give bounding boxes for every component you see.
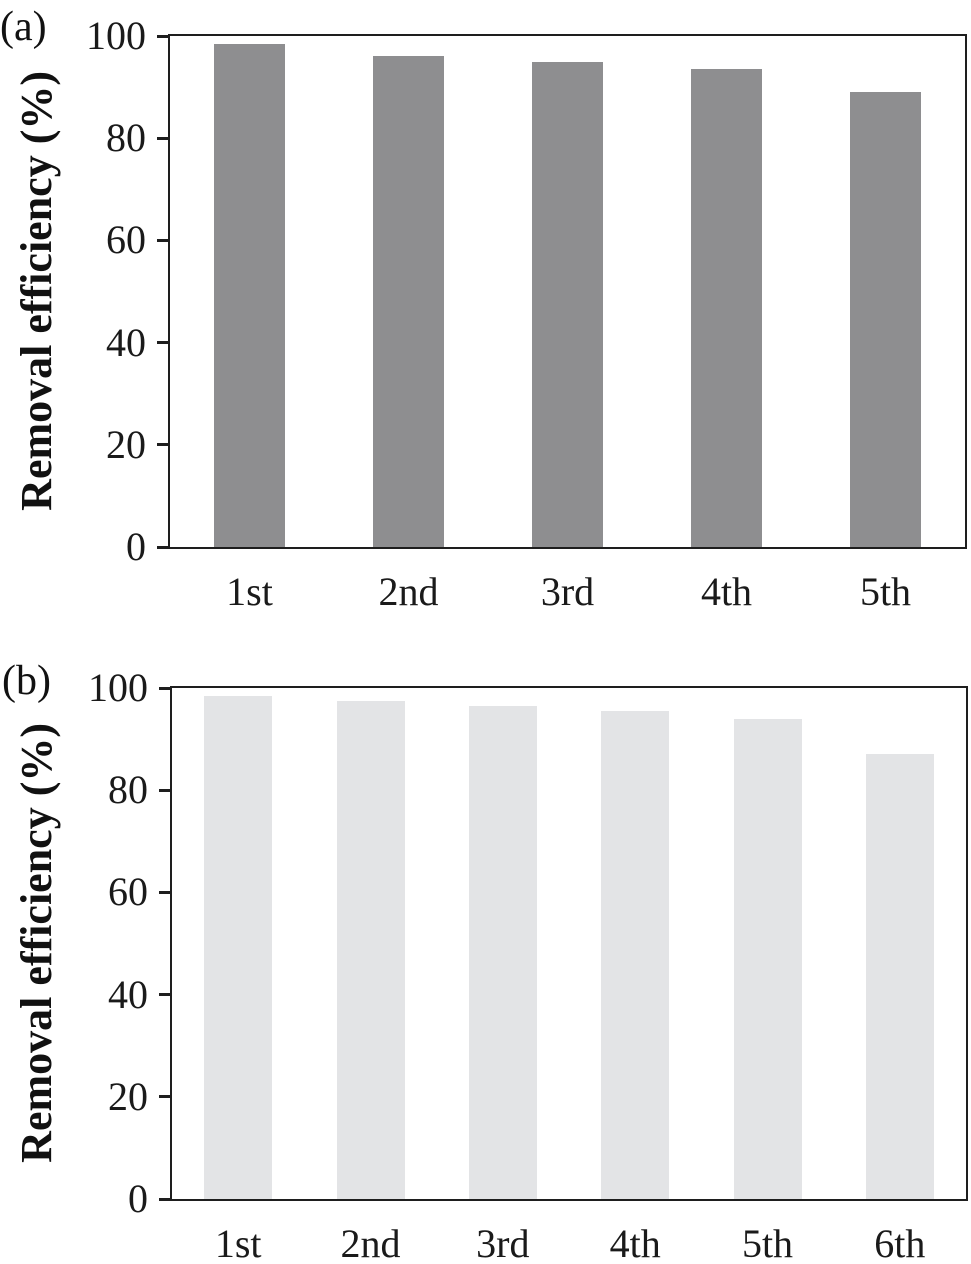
- x-tick-label-1st: 1st: [226, 569, 273, 614]
- y-tick-label: 20: [106, 421, 146, 467]
- bar-5th: [850, 92, 921, 547]
- plot-area-a: 0 20 40 60 80 100 1st 2nd 3rd 4th 5th: [86, 13, 967, 614]
- x-tick-label-5th: 5th: [859, 569, 912, 614]
- x-tick-label-3rd: 3rd: [476, 1221, 530, 1264]
- y-tick-label: 40: [106, 319, 146, 365]
- x-tick-label-6th: 6th: [874, 1221, 926, 1264]
- bar-4th: [691, 69, 762, 547]
- panel-label-b: (b): [2, 658, 51, 704]
- y-tick-label: 100: [86, 13, 146, 58]
- y-tick-mark: [159, 1197, 172, 1201]
- x-tick-label-5th: 5th: [741, 1221, 794, 1264]
- bar-5th: [733, 718, 802, 1199]
- x-tick-label-1st: 1st: [214, 1221, 262, 1264]
- y-tick-mark: [157, 443, 170, 447]
- y-tick-label: 0: [126, 524, 146, 569]
- bar-3rd: [532, 61, 603, 547]
- x-tick-label-4th: 4th: [609, 1221, 661, 1264]
- y-tick-mark: [157, 238, 170, 242]
- bar-2nd: [336, 700, 405, 1199]
- bar-1st: [214, 43, 285, 547]
- x-tick-label-2nd: 2nd: [378, 569, 439, 614]
- y-tick-mark: [157, 136, 170, 140]
- y-tick-mark: [159, 1095, 172, 1099]
- bar-4th: [601, 711, 670, 1199]
- x-tick-label-4th: 4th: [700, 569, 753, 614]
- y-tick-mark: [157, 34, 170, 38]
- y-tick-label: 20: [108, 1073, 148, 1119]
- y-tick-mark: [159, 686, 172, 690]
- y-tick-label: 60: [108, 869, 148, 915]
- bar-2nd: [373, 56, 444, 547]
- plot-area-b: 0 20 40 60 80 100 1st 2nd 3rd 4th 5th 6th: [88, 665, 968, 1264]
- x-tick-label-2nd: 2nd: [340, 1221, 401, 1264]
- bar-1st: [204, 695, 273, 1199]
- y-tick-mark: [157, 341, 170, 345]
- y-tick-label: 40: [108, 971, 148, 1017]
- x-tick-label-3rd: 3rd: [540, 569, 595, 614]
- y-tick-label: 80: [106, 115, 146, 161]
- y-tick-mark: [159, 890, 172, 894]
- panel-label-a: (a): [0, 4, 47, 50]
- y-tick-mark: [159, 993, 172, 997]
- y-tick-label: 60: [106, 217, 146, 263]
- y-tick-mark: [157, 545, 170, 549]
- y-tick-label: 0: [128, 1176, 148, 1221]
- bar-3rd: [468, 705, 537, 1199]
- y-tick-label: 80: [108, 767, 148, 813]
- bar-6th: [865, 754, 934, 1199]
- y-tick-mark: [159, 788, 172, 792]
- y-tick-label: 100: [88, 665, 148, 710]
